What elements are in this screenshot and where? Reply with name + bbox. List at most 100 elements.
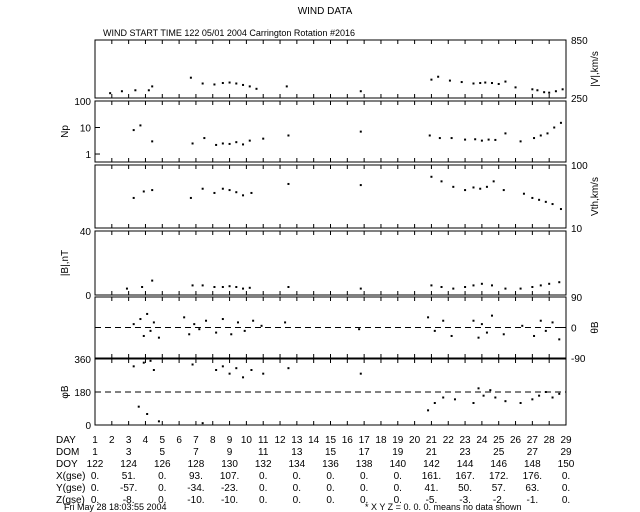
table-day: 14: [308, 435, 320, 446]
data-point: [139, 318, 142, 321]
data-point: [448, 79, 451, 82]
data-point: [430, 175, 433, 178]
table-zgse: 0.: [360, 495, 368, 506]
table-day: 25: [493, 435, 505, 446]
data-point: [452, 287, 455, 290]
data-point: [132, 129, 135, 132]
data-point: [538, 394, 541, 397]
table-dom: 17: [359, 447, 371, 458]
table-ygse: 63.: [525, 483, 539, 494]
data-point: [147, 89, 150, 92]
data-point: [433, 402, 436, 404]
table-day: 13: [291, 435, 303, 446]
table-dom: 7: [193, 447, 199, 458]
data-point: [472, 402, 475, 404]
y-axis-label: Np: [60, 125, 71, 138]
data-point: [141, 286, 144, 288]
table-ygse: 0.: [360, 483, 368, 494]
data-point: [472, 319, 475, 322]
table-day: 7: [193, 435, 199, 446]
data-point: [262, 137, 265, 140]
table-day: 23: [460, 435, 472, 446]
data-point: [539, 134, 542, 137]
y-tick-label: 100: [74, 97, 91, 108]
data-point: [191, 284, 194, 287]
data-point: [558, 392, 561, 395]
data-point: [213, 191, 216, 194]
data-point: [242, 143, 245, 146]
data-point: [472, 82, 475, 85]
data-point: [132, 365, 135, 368]
table-xgse: 161.: [422, 471, 441, 482]
data-point: [464, 138, 467, 141]
table-doy: 136: [322, 459, 339, 470]
table-xgse: 51.: [122, 471, 136, 482]
table-xgse: 107.: [220, 471, 239, 482]
table-day: 10: [241, 435, 253, 446]
data-point: [242, 287, 245, 290]
data-point: [152, 369, 155, 371]
y-tick-label: 250: [571, 94, 588, 105]
data-point: [504, 80, 507, 83]
data-point: [243, 329, 246, 332]
data-point: [221, 318, 224, 321]
data-point: [480, 139, 483, 142]
data-point: [228, 81, 231, 84]
table-ygse: -57.: [120, 483, 137, 494]
data-point: [221, 187, 224, 190]
data-point: [255, 87, 258, 90]
data-point: [201, 82, 204, 85]
table-dom: 15: [325, 447, 337, 458]
data-point: [538, 198, 541, 201]
table-dom: 5: [160, 447, 166, 458]
data-point: [521, 324, 524, 327]
table-day: 19: [392, 435, 404, 446]
data-point: [544, 391, 547, 393]
data-point: [221, 286, 224, 288]
data-point: [359, 372, 362, 375]
y-tick-label: 0: [571, 324, 577, 335]
data-point: [125, 287, 128, 290]
data-point: [477, 387, 480, 390]
table-row-label: DOM: [56, 447, 79, 458]
table-ygse: 0.: [394, 483, 402, 494]
data-point: [428, 134, 431, 137]
y-tick-label: 1: [85, 150, 91, 161]
data-point: [479, 187, 482, 190]
table-ygse: 0.: [326, 483, 334, 494]
table-dom: 9: [227, 447, 233, 458]
data-point: [287, 134, 290, 137]
table-xgse: 167.: [455, 471, 474, 482]
table-doy: 124: [120, 459, 137, 470]
data-point: [250, 369, 253, 371]
table-ygse: 57.: [492, 483, 506, 494]
data-point: [109, 92, 112, 95]
table-ygse: 0.: [158, 483, 166, 494]
table-ygse: -23.: [221, 483, 238, 494]
y-tick-label: 100: [571, 161, 588, 172]
panel-frame: [94, 230, 567, 296]
data-point: [497, 82, 500, 85]
table-zgse: 0.: [91, 495, 99, 506]
data-point: [437, 75, 440, 78]
data-point: [522, 192, 525, 195]
data-point: [485, 331, 488, 334]
data-point: [359, 184, 362, 187]
table-day: 17: [359, 435, 371, 446]
table-row-label: X(gse): [56, 471, 85, 482]
data-point: [149, 329, 152, 332]
table-zgse: -5.: [426, 495, 438, 506]
panel-speed: 850 250|V|,km/s: [94, 36, 601, 105]
table-dom: 27: [527, 447, 539, 458]
data-point: [548, 91, 551, 94]
data-point: [531, 398, 534, 401]
data-point: [213, 83, 216, 86]
footer-note: * X Y Z = 0. 0. 0. means no data shown: [365, 502, 522, 512]
data-point: [142, 190, 145, 193]
data-point: [132, 196, 135, 199]
y-tick-label: 180: [74, 388, 91, 399]
panel-thermal-speed: 100 10 Vth,km/s: [94, 161, 601, 235]
table-zgse: -10.: [187, 495, 204, 506]
data-point: [198, 328, 201, 331]
